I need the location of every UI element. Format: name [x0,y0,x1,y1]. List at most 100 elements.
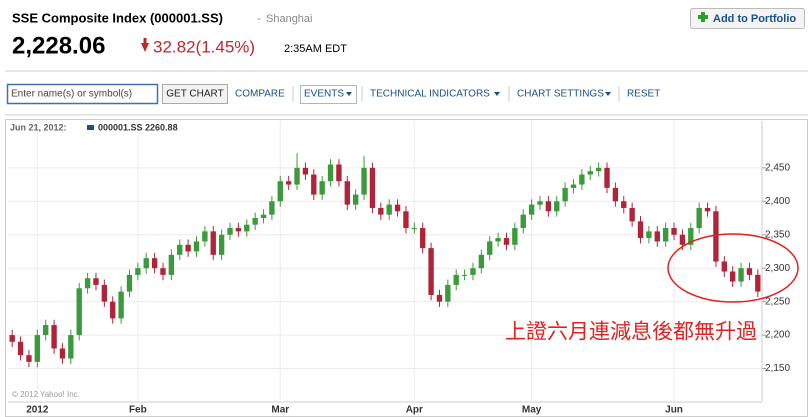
candle-body [646,231,652,239]
candle-body [721,261,727,272]
candle-body [185,244,191,252]
candle-body [369,167,376,208]
candle-body [453,274,459,285]
candle-body [43,325,49,336]
candle-body [528,204,535,215]
candle-body [302,167,309,175]
candle-body [202,231,208,242]
candle-body [654,231,660,242]
y-tick-label: 2,400 [765,196,790,207]
candle-body [26,355,32,362]
candle-body [386,204,392,215]
candle-body [126,274,133,292]
candle-body [554,201,560,212]
price: 2,228.06 [12,32,105,59]
candle-body [235,228,242,232]
candle-body [252,218,258,225]
input-placeholder[interactable]: Enter name(s) or symbol(s) [11,89,132,100]
candle-body [244,224,250,232]
candle-body [637,221,644,239]
x-tick-label: 2012 [26,405,49,416]
candle-body [9,335,15,342]
copyright: © 2012 Yahoo! Inc. [12,390,80,399]
time: 2:35AM EDT [284,43,347,55]
get-chart-button[interactable] [162,84,228,104]
candle-body [420,228,426,249]
candle-body [746,268,753,275]
get-chart-label[interactable]: GET CHART [166,89,223,100]
chart-settings[interactable]: CHART SETTINGS [517,89,604,100]
candle-body [51,325,57,349]
candle-body [269,201,275,215]
compare[interactable]: COMPARE [235,89,285,100]
candle-body [621,201,627,208]
candle-body [311,174,317,195]
candle-body [579,174,585,185]
candle-body [520,214,526,229]
candle-body [34,335,41,362]
candle-body [696,207,702,229]
y-tick-label: 2,150 [765,363,790,374]
legend-swatch [87,125,94,130]
candle-body [688,228,694,245]
reset[interactable]: RESET [627,89,660,100]
candle-body [629,207,635,222]
candle-body [612,187,619,202]
candle-body [470,268,476,275]
candle-body [671,228,677,235]
candle-body [562,187,568,202]
candle-body [260,214,267,219]
x-tick-label: Jun [665,405,683,416]
candle-body [193,241,200,252]
candle-body [713,211,719,262]
candle-body [679,234,686,245]
candle-body [84,278,91,289]
candle-body [352,194,359,205]
y-tick-label: 2,200 [765,330,790,341]
candle-body [118,291,124,319]
candle-body [662,228,669,242]
candle-body [344,181,350,205]
candle-body [285,181,292,185]
candle-body [160,268,166,275]
y-tick-label: 2,250 [765,296,790,307]
add-button[interactable] [690,8,805,29]
add-button-label[interactable]: Add to Portfolio [713,13,796,25]
candle-body [604,167,610,188]
y-tick-label: 2,450 [765,162,790,173]
legend-text: 000001.SS 2260.88 [98,122,178,132]
candle-body [361,167,367,195]
y-tick-label: 2,350 [765,229,790,240]
candle-body [336,164,342,182]
candle-body [218,234,225,255]
separator: - [257,13,261,25]
candle-body [738,268,744,282]
exchange: Shanghai [266,13,313,25]
title: SSE Composite Index (000001.SS) [12,10,223,25]
technical-indicators[interactable]: TECHNICAL INDICATORS [370,89,490,100]
dropdown-caret [605,92,611,96]
candle-body [327,164,334,182]
candle-body [135,268,141,275]
candle-body [210,231,216,255]
candle-body [319,181,325,195]
events-box[interactable] [300,85,357,104]
change: 32.82(1.45%) [153,37,255,56]
candle-body [595,167,602,172]
events[interactable]: EVENTS [304,89,344,100]
candle-body [59,348,66,359]
x-tick-label: May [522,405,542,416]
candle-body [227,228,233,235]
candle-body [570,184,577,188]
legend-date: Jun 21, 2012: [10,122,67,132]
symbol-input[interactable] [6,83,159,105]
candle-body [76,288,82,336]
x-tick-label: Feb [129,405,147,416]
candle-body [729,271,736,282]
candle-body [537,201,543,205]
candle-body [755,274,761,292]
annotation: 上證六月連減息後都無升過 [505,321,757,344]
candle-body [445,284,451,302]
candle-body [428,248,434,295]
candle-body [294,167,300,185]
